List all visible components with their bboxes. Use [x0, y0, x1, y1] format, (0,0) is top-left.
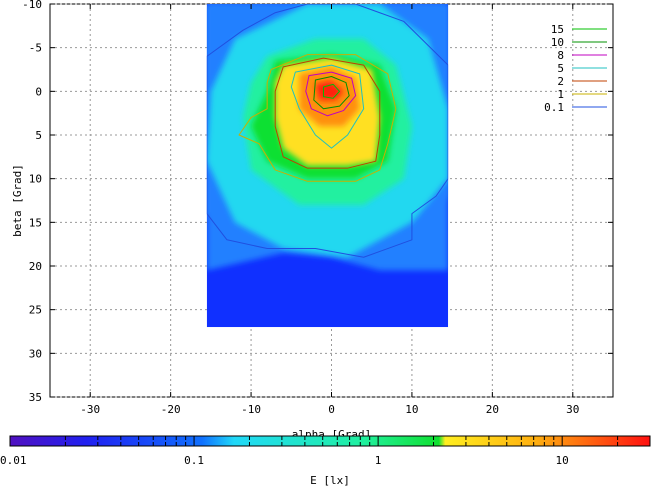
colorbar-tick-label: 0.01: [0, 454, 27, 467]
legend-label-10: 10: [551, 36, 564, 49]
colorbar-label: E [lx]: [310, 474, 350, 486]
contour-1: [238, 54, 397, 182]
legend-label-15: 15: [551, 23, 564, 36]
x-tick-label: 20: [486, 403, 499, 416]
colorbar-tick-label: 0.1: [184, 454, 204, 467]
legend-label-5: 5: [557, 62, 564, 75]
y-axis-label: beta [Grad]: [11, 164, 24, 237]
y-tick-label: 15: [29, 216, 42, 229]
y-tick-label: 10: [29, 173, 42, 186]
legend-label-1: 1: [557, 88, 564, 101]
legend-label-8: 8: [557, 49, 564, 62]
contour-8: [305, 71, 357, 117]
contour-lines: [206, 4, 449, 258]
x-tick-label: 10: [405, 403, 418, 416]
contour-0_1: [206, 4, 449, 258]
y-tick-label: 30: [29, 347, 42, 360]
colorbar-tick-label: 1: [375, 454, 382, 467]
x-tick-label: -10: [241, 403, 261, 416]
legend-label-0_1: 0.1: [544, 101, 564, 114]
colorbar-tick-label: 10: [556, 454, 569, 467]
legend-label-2: 2: [557, 75, 564, 88]
x-tick-label: -20: [161, 403, 181, 416]
contour-10: [313, 75, 350, 110]
heatmap: [206, 4, 449, 328]
y-tick-label: -10: [22, 0, 42, 11]
y-tick-label: 35: [29, 391, 42, 404]
y-tick-label: 5: [35, 129, 42, 142]
y-tick-label: -5: [29, 42, 42, 55]
contour-15: [322, 83, 341, 99]
y-tick-label: 25: [29, 304, 42, 317]
x-tick-label: 0: [328, 403, 335, 416]
contour-5: [290, 64, 365, 149]
y-tick-label: 0: [35, 85, 42, 98]
x-tick-label: -30: [80, 403, 100, 416]
y-tick-label: 20: [29, 260, 42, 273]
x-tick-label: 30: [566, 403, 579, 416]
colorbar-ticks: 0.01 0.1 1 10: [0, 436, 651, 467]
contour-2: [274, 57, 381, 169]
